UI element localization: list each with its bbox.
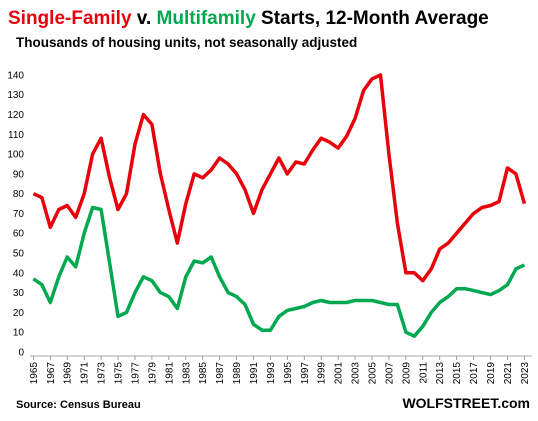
x-tick-label: 2021 bbox=[503, 362, 514, 385]
x-tick-label: 1971 bbox=[80, 362, 91, 385]
series-line bbox=[32, 73, 527, 283]
x-tick-label: 1967 bbox=[46, 362, 57, 385]
x-tick-label: 1975 bbox=[114, 362, 125, 385]
y-tick-label: 30 bbox=[13, 288, 25, 299]
brand: WOLFSTREET.com bbox=[402, 395, 530, 411]
x-tick-label: 2001 bbox=[334, 362, 345, 385]
subtitle: Thousands of housing units, not seasonal… bbox=[16, 35, 357, 50]
x-tick-label: 2003 bbox=[351, 362, 362, 385]
x-tick-label: 1987 bbox=[215, 362, 226, 385]
y-tick-label: 10 bbox=[13, 328, 25, 339]
y-tick-label: 100 bbox=[7, 150, 24, 161]
source: Source: Census Bureau bbox=[16, 399, 141, 411]
y-tick-label: 0 bbox=[18, 348, 24, 359]
x-tick-label: 1973 bbox=[97, 362, 108, 385]
title-part: Starts, 12-Month Average bbox=[256, 8, 489, 29]
chart-title: Single-Family v. Multifamily Starts, 12-… bbox=[8, 8, 489, 29]
x-tick-label: 1977 bbox=[130, 362, 141, 385]
x-tick-label: 1989 bbox=[232, 362, 243, 385]
y-tick-label: 40 bbox=[13, 268, 25, 279]
x-tick-label: 2009 bbox=[401, 362, 412, 385]
x-tick-label: 2017 bbox=[469, 362, 480, 385]
x-tick-label: 2013 bbox=[435, 362, 446, 385]
x-tick-label: 1991 bbox=[249, 362, 260, 385]
x-tick-label: 2011 bbox=[418, 362, 429, 384]
x-tick-label: 2023 bbox=[520, 362, 531, 385]
y-tick-label: 80 bbox=[13, 189, 25, 200]
x-tick-label: 2005 bbox=[368, 362, 379, 385]
y-tick-label: 110 bbox=[8, 130, 24, 141]
x-tick-label: 2007 bbox=[384, 362, 395, 385]
y-tick-label: 50 bbox=[13, 249, 25, 260]
y-tick-label: 120 bbox=[7, 110, 24, 121]
x-tick-label: 1993 bbox=[266, 362, 277, 385]
y-tick-label: 60 bbox=[13, 229, 25, 240]
title-part: Multifamily bbox=[157, 8, 257, 29]
x-tick-label: 1979 bbox=[147, 362, 158, 385]
title-part: v. bbox=[132, 8, 157, 29]
y-tick-label: 130 bbox=[7, 90, 24, 101]
y-tick-label: 20 bbox=[13, 308, 25, 319]
y-tick-label: 70 bbox=[13, 209, 25, 220]
x-tick-label: 1981 bbox=[164, 362, 175, 385]
x-tick-label: 1983 bbox=[181, 362, 192, 385]
x-tick-label: 2015 bbox=[452, 362, 463, 385]
x-tick-label: 1995 bbox=[283, 362, 294, 385]
x-tick-label: 1999 bbox=[317, 362, 328, 385]
x-tick-label: 2019 bbox=[486, 362, 497, 385]
series-line bbox=[32, 205, 526, 338]
y-tick-label: 140 bbox=[7, 70, 24, 81]
x-tick-label: 1997 bbox=[300, 362, 311, 385]
x-tick-label: 1965 bbox=[29, 362, 40, 385]
y-tick-label: 90 bbox=[13, 169, 25, 180]
x-tick-label: 1985 bbox=[198, 362, 209, 385]
title-part: Single-Family bbox=[8, 8, 132, 29]
x-tick-label: 1969 bbox=[63, 362, 74, 385]
